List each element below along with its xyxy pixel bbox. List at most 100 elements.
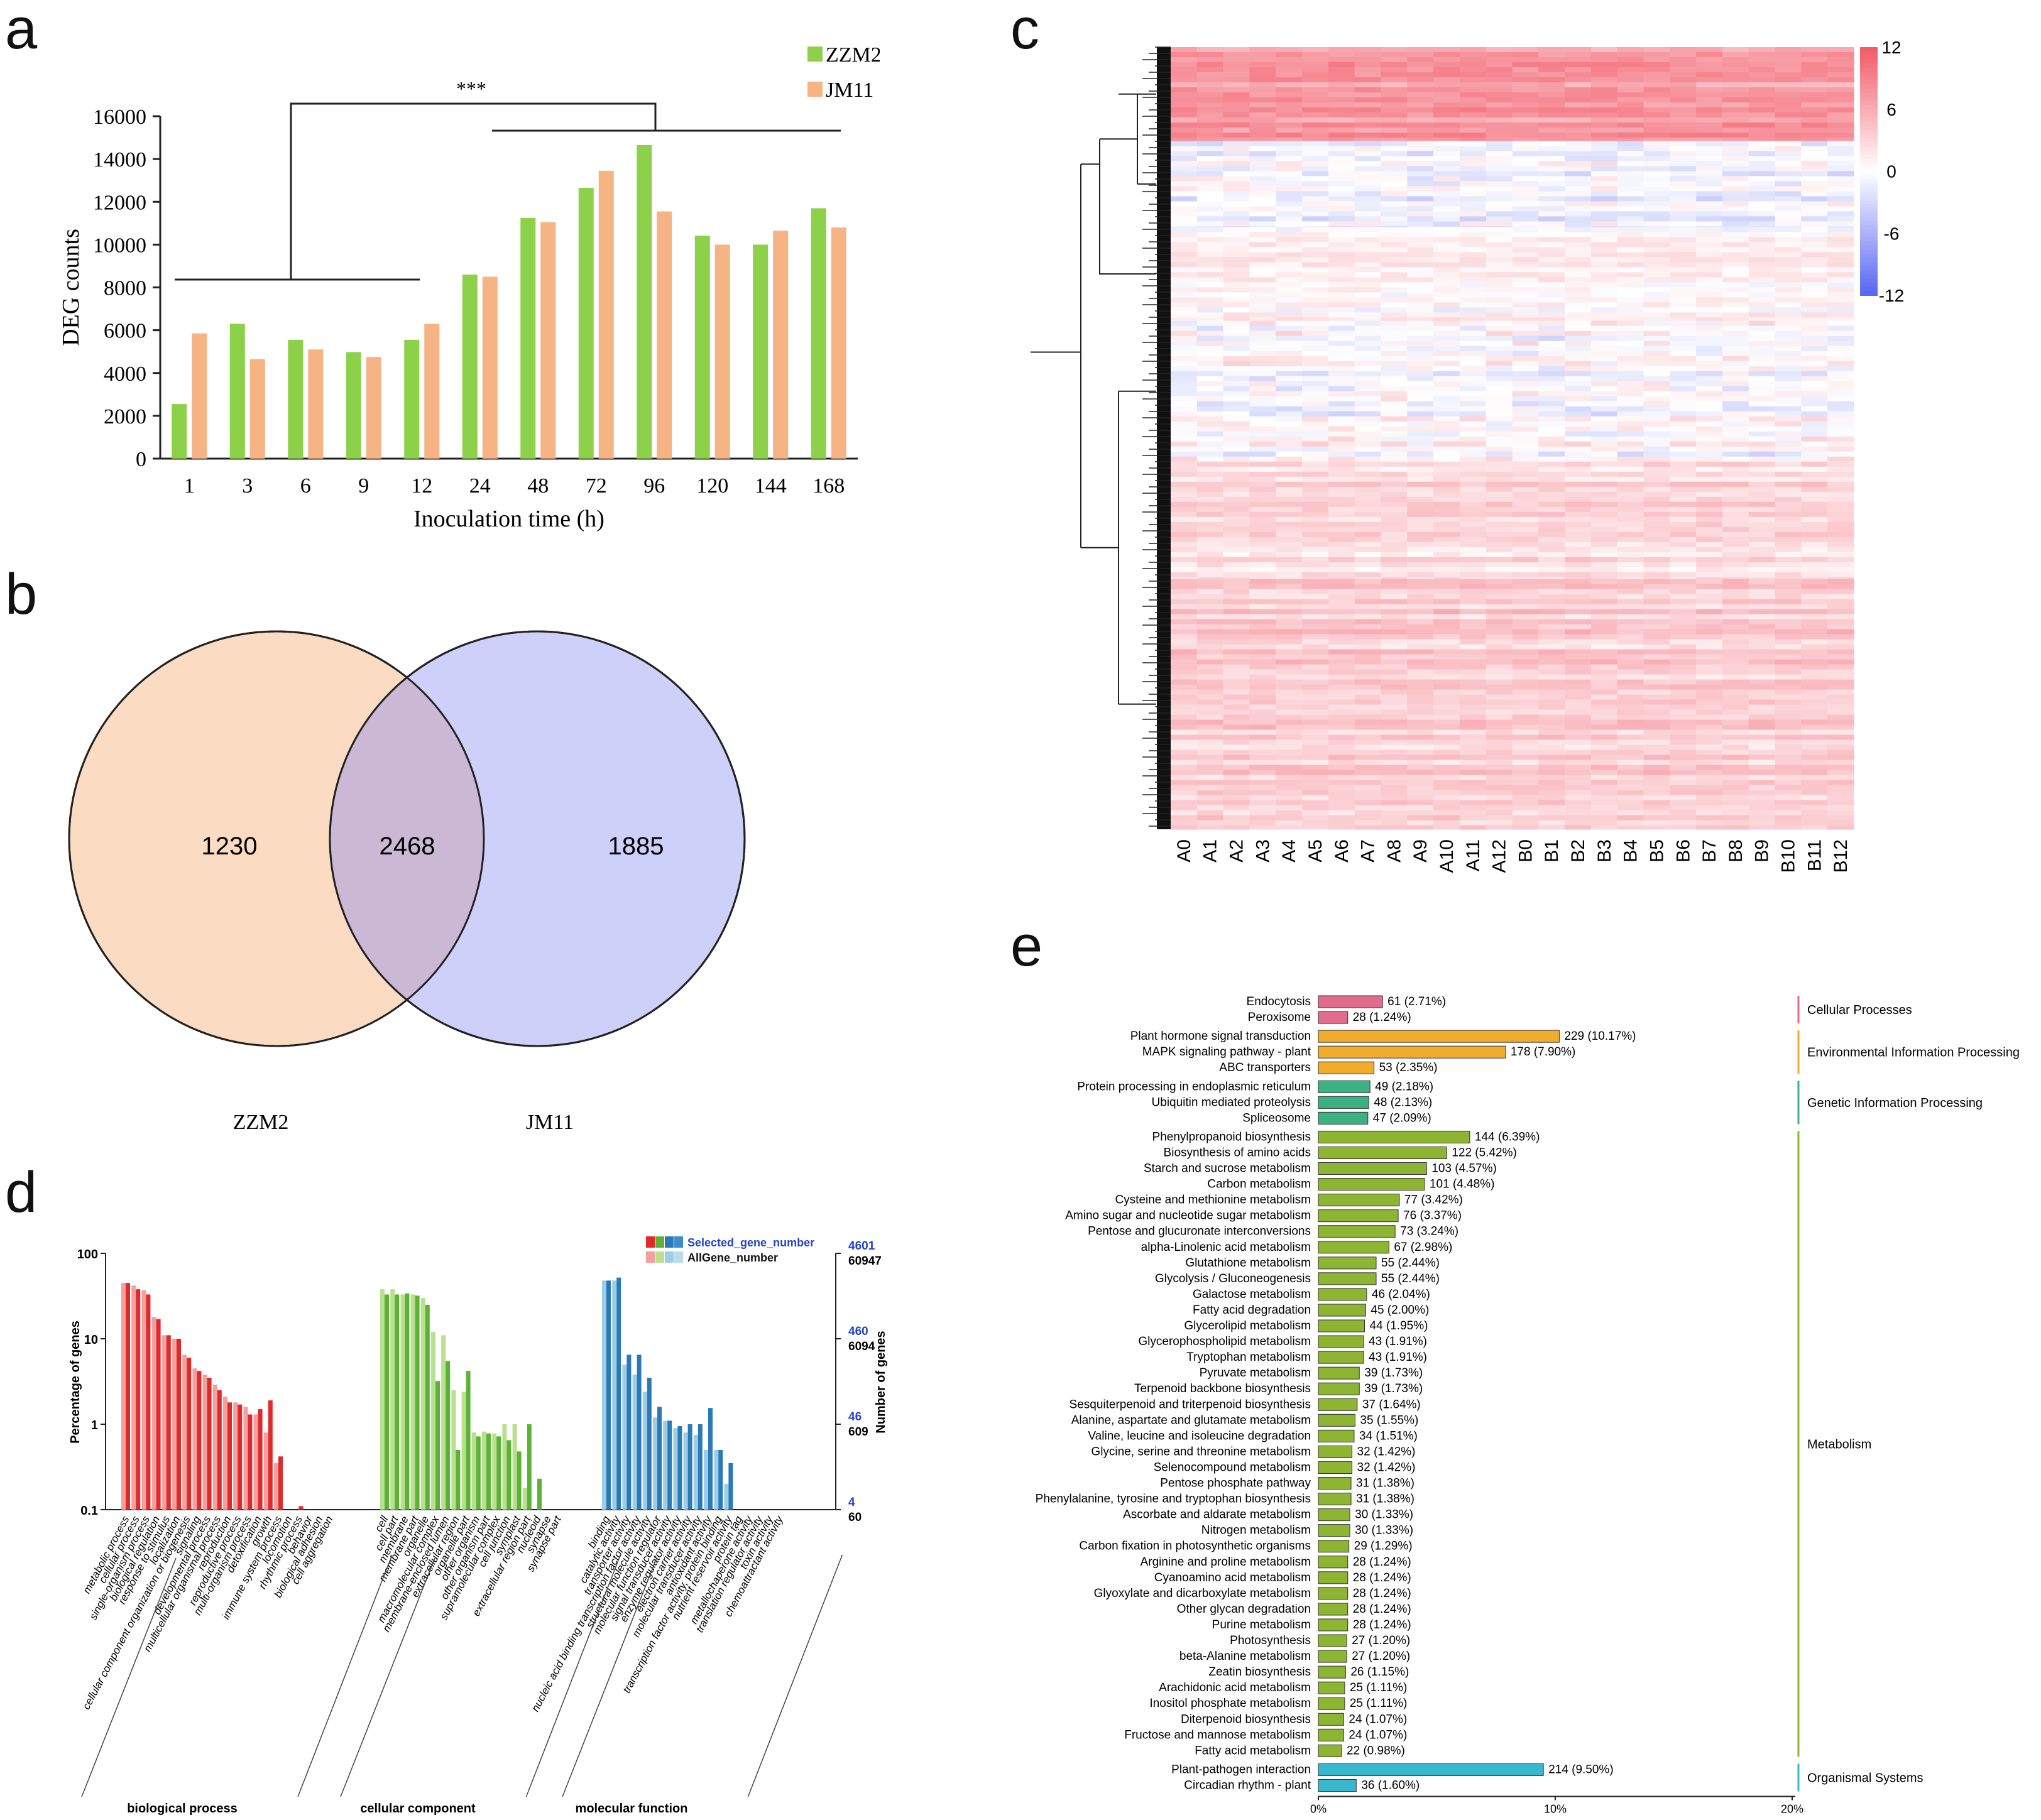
heatmap-cell xyxy=(1486,416,1513,422)
heatmap-cell xyxy=(1486,176,1513,182)
heatmap-cell xyxy=(1827,825,1854,830)
kegg-bar xyxy=(1318,1650,1347,1663)
heatmap-cell xyxy=(1617,531,1644,538)
heatmap-cell xyxy=(1775,629,1802,635)
heatmap-cell xyxy=(1276,92,1303,98)
heatmap-cell xyxy=(1827,272,1854,278)
heatmap-cell xyxy=(1249,674,1276,680)
heatmap-cell xyxy=(1276,815,1303,821)
colorbar-segment xyxy=(1860,233,1878,238)
heatmap-cell xyxy=(1459,426,1487,432)
heatmap-column-label: A1 xyxy=(1200,839,1221,863)
go-group-name: cellular component xyxy=(360,1802,476,1816)
heatmap-cell xyxy=(1565,72,1592,78)
heatmap-cell xyxy=(1512,714,1539,721)
heatmap-cell xyxy=(1617,649,1644,655)
heatmap-cell xyxy=(1617,567,1644,573)
heatmap-cell xyxy=(1354,227,1382,232)
heatmap-cell xyxy=(1407,456,1434,462)
heatmap-cell xyxy=(1827,704,1854,711)
heatmap-cell xyxy=(1643,770,1670,776)
heatmap-cell xyxy=(1565,92,1592,98)
heatmap-cell xyxy=(1670,176,1697,182)
heatmap-cell xyxy=(1407,92,1434,98)
heatmap-cell xyxy=(1775,765,1802,771)
heatmap-cell xyxy=(1249,82,1276,88)
heatmap-cell xyxy=(1459,341,1487,347)
heatmap-cell xyxy=(1512,521,1539,528)
heatmap-cell xyxy=(1486,744,1513,751)
colorbar-tick-label: 12 xyxy=(1881,38,1901,57)
heatmap-cell xyxy=(1775,441,1802,447)
heatmap-cell xyxy=(1670,820,1697,826)
heatmap-cell xyxy=(1590,287,1618,293)
heatmap-cell xyxy=(1775,262,1802,268)
heatmap-cell xyxy=(1249,805,1276,811)
heatmap-cell xyxy=(1670,92,1697,98)
heatmap-cell xyxy=(1512,128,1539,133)
heatmap-cell xyxy=(1171,604,1198,610)
heatmap-cell xyxy=(1328,694,1355,700)
heatmap-cell xyxy=(1827,376,1854,382)
heatmap-cell xyxy=(1670,277,1697,283)
heatmap-cell xyxy=(1486,396,1513,402)
heatmap-cell xyxy=(1328,644,1355,650)
heatmap-cell xyxy=(1775,221,1802,227)
kegg-bar xyxy=(1318,1146,1447,1160)
kegg-pathway-label: alpha-Linolenic acid metabolism xyxy=(1141,1241,1311,1254)
heatmap-cell xyxy=(1171,614,1198,620)
kegg-bar xyxy=(1318,1111,1369,1125)
heatmap-cell xyxy=(1617,386,1644,392)
heatmap-cell xyxy=(1328,476,1355,482)
heatmap-cell xyxy=(1407,760,1434,766)
heatmap-cell xyxy=(1775,146,1802,151)
heatmap-cell xyxy=(1696,599,1723,605)
heatmap-cell xyxy=(1354,221,1382,227)
heatmap-cell xyxy=(1827,292,1854,298)
heatmap-cell xyxy=(1381,351,1408,357)
heatmap-cell xyxy=(1617,739,1644,746)
heatmap-cell xyxy=(1565,302,1592,308)
heatmap-cell xyxy=(1302,599,1329,605)
heatmap-cell xyxy=(1354,107,1382,113)
heatmap-cell xyxy=(1459,112,1487,118)
heatmap-cell xyxy=(1276,594,1303,600)
heatmap-cell xyxy=(1249,649,1276,655)
heatmap-cell xyxy=(1670,780,1697,786)
heatmap-cell xyxy=(1223,341,1250,347)
heatmap-cell xyxy=(1512,531,1539,538)
kegg-bar xyxy=(1318,1634,1347,1647)
heatmap-cell xyxy=(1354,67,1382,73)
heatmap-cell xyxy=(1512,87,1539,93)
heatmap-cell xyxy=(1223,87,1250,93)
heatmap-cell xyxy=(1827,749,1854,756)
heatmap-cell xyxy=(1328,709,1355,716)
heatmap-cell xyxy=(1670,461,1697,467)
heatmap-cell xyxy=(1590,577,1618,580)
colorbar-segment xyxy=(1860,283,1878,288)
heatmap-cell xyxy=(1617,401,1644,407)
heatmap-cell xyxy=(1354,176,1382,182)
heatmap-cell xyxy=(1538,537,1565,543)
heatmap-cell xyxy=(1827,191,1854,197)
heatmap-cell xyxy=(1565,589,1592,595)
heatmap-cell xyxy=(1670,421,1697,427)
heatmap-cell xyxy=(1223,346,1250,352)
heatmap-cell xyxy=(1381,57,1408,63)
heatmap-cell xyxy=(1590,476,1618,482)
heatmap-cell xyxy=(1643,516,1670,523)
heatmap-cell xyxy=(1302,201,1329,207)
heatmap-cell xyxy=(1670,790,1697,796)
heatmap-cell xyxy=(1643,282,1670,288)
heatmap-cell xyxy=(1328,62,1355,68)
right-tick-selected: 46 xyxy=(848,1410,862,1424)
heatmap-cell xyxy=(1407,252,1434,258)
heatmap-cell xyxy=(1196,589,1224,595)
heatmap-cell xyxy=(1302,401,1329,407)
kegg-pathway-label: Cyanoamino acid metabolism xyxy=(1154,1571,1311,1584)
colorbar-segment xyxy=(1860,171,1878,177)
heatmap-cell xyxy=(1722,481,1749,488)
heatmap-cell xyxy=(1171,810,1198,816)
heatmap-cell xyxy=(1670,128,1697,133)
heatmap-cell xyxy=(1486,431,1513,437)
